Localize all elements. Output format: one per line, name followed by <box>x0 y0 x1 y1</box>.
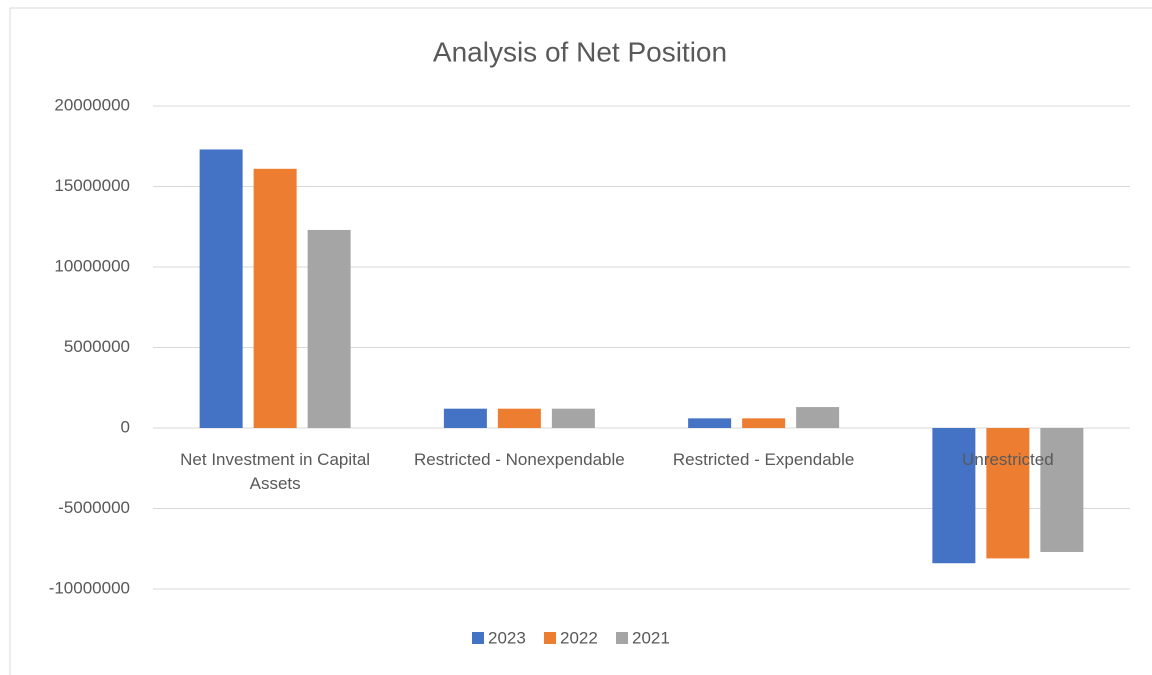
bar <box>497 408 541 428</box>
y-tick-label: 10000000 <box>54 256 130 275</box>
y-tick-label: 15000000 <box>54 176 130 195</box>
legend-swatch <box>616 632 628 644</box>
legend-label: 2021 <box>632 628 670 647</box>
bar <box>1040 428 1084 552</box>
bar <box>796 407 840 428</box>
y-tick-label: 20000000 <box>54 95 130 114</box>
y-tick-label: -10000000 <box>49 578 130 597</box>
chart-title: Analysis of Net Position <box>433 36 727 67</box>
bar <box>443 408 487 428</box>
legend-swatch <box>544 632 556 644</box>
x-tick-label: Restricted - Expendable <box>672 450 855 469</box>
bar <box>199 149 243 428</box>
bar <box>932 428 976 564</box>
x-tick-label: Restricted - Nonexpendable <box>414 450 625 469</box>
y-tick-label: -5000000 <box>58 498 130 517</box>
y-tick-label: 5000000 <box>64 337 130 356</box>
bar <box>986 428 1030 559</box>
bar <box>253 168 297 429</box>
bar <box>742 418 786 428</box>
bar <box>307 229 351 428</box>
legend-label: 2023 <box>488 628 526 647</box>
chart-border <box>9 7 1152 675</box>
x-tick-label: Net Investment in Capital Assets <box>180 450 371 493</box>
bar <box>551 408 595 428</box>
legend-label: 2022 <box>560 628 598 647</box>
y-tick-label: 0 <box>121 417 130 436</box>
x-tick-label: Unrestricted <box>962 450 1054 469</box>
bar <box>688 418 732 428</box>
legend-swatch <box>472 632 484 644</box>
